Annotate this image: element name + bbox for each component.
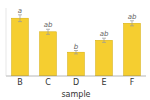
error-bar xyxy=(46,29,50,34)
error-line xyxy=(132,21,133,26)
error-cap xyxy=(102,42,106,43)
error-line xyxy=(20,15,21,22)
bar xyxy=(124,23,141,76)
significance-label: b xyxy=(74,43,79,51)
error-cap xyxy=(46,34,50,35)
significance-label: ab xyxy=(44,21,53,29)
x-axis-line xyxy=(6,76,146,77)
x-tick-label: C xyxy=(45,78,51,87)
chart-svg: a ab b ab ab B C D E Fsample xyxy=(0,0,150,100)
significance-label: a xyxy=(18,7,22,15)
error-line xyxy=(76,51,77,54)
x-tick-label: D xyxy=(73,78,79,87)
error-line xyxy=(104,38,105,42)
error-cap xyxy=(18,21,22,22)
error-bar xyxy=(130,21,134,26)
error-bar xyxy=(18,15,22,22)
bar xyxy=(68,52,85,76)
error-cap xyxy=(74,53,78,54)
x-tick-label: F xyxy=(130,78,135,87)
significance-label: ab xyxy=(128,13,137,21)
error-line xyxy=(48,29,49,34)
error-cap xyxy=(130,25,134,26)
bars xyxy=(12,15,141,76)
error-bar xyxy=(102,38,106,42)
x-tick-label: B xyxy=(17,78,23,87)
significance-label: ab xyxy=(100,30,109,38)
bar xyxy=(40,32,57,76)
y-axis-line xyxy=(6,8,7,76)
bar xyxy=(12,18,29,76)
chart-container: a ab b ab ab B C D E Fsample xyxy=(0,0,150,100)
x-axis-label: sample xyxy=(61,90,90,99)
bar xyxy=(96,40,113,76)
error-bar xyxy=(74,51,78,54)
x-tick-label: E xyxy=(101,78,106,87)
